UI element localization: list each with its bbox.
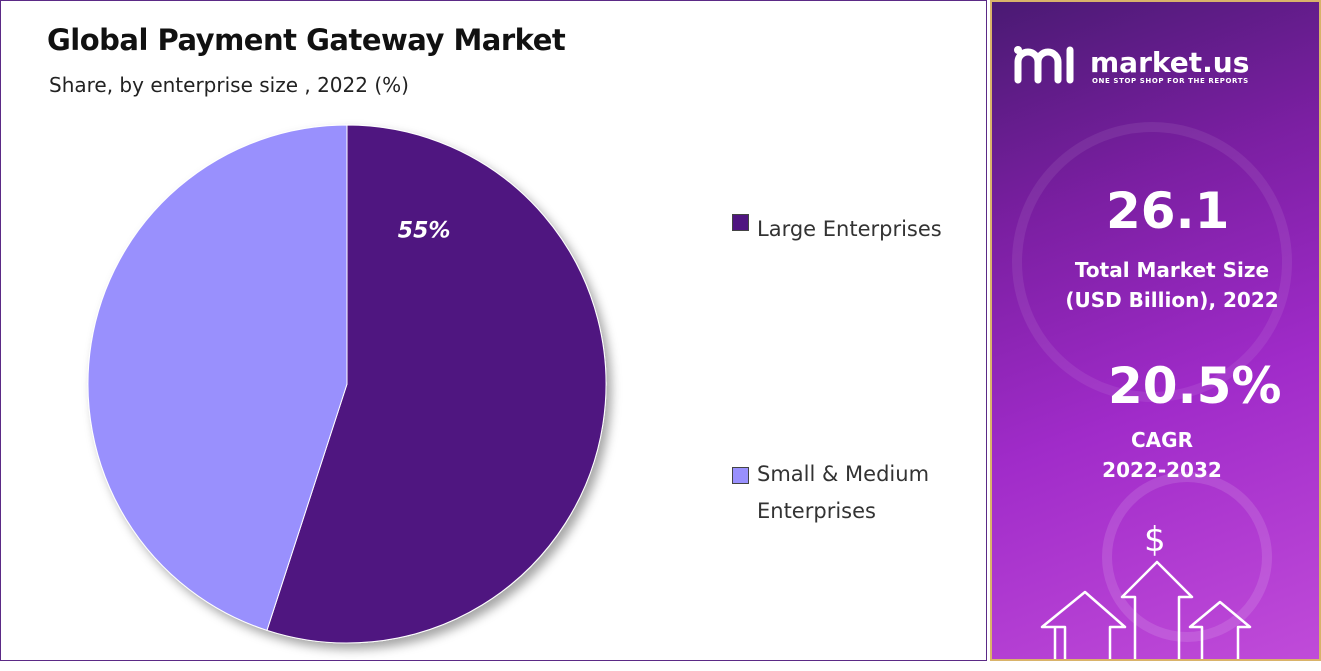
chart-frame: Global Payment Gateway Market Share, by … xyxy=(0,0,987,661)
decorative-circle xyxy=(1012,122,1292,402)
stats-panel: market.us ONE STOP SHOP FOR THE REPORTS … xyxy=(990,0,1321,661)
cagr-value: 20.5% xyxy=(1108,357,1282,415)
pie-data-label: 55% xyxy=(398,218,451,243)
pie-slice-large-enterprises xyxy=(266,124,607,644)
market-us-logo-icon xyxy=(1014,46,1074,84)
dollar-sign-icon: $ xyxy=(1144,520,1166,560)
brand-tagline: ONE STOP SHOP FOR THE REPORTS xyxy=(1092,77,1249,85)
legend-label-line2: Enterprises xyxy=(757,499,876,523)
market-size-label: Total Market Size (USD Billion), 2022 xyxy=(1022,255,1319,315)
legend-label-line1: Small & Medium xyxy=(757,462,930,486)
market-size-value: 26.1 xyxy=(1106,182,1230,240)
pie-slice-small-medium-enterprises xyxy=(87,124,348,631)
cagr-label: CAGR 2022-2032 xyxy=(1072,425,1252,485)
pie-chart: 55% xyxy=(87,124,607,644)
legend-swatch xyxy=(732,214,749,231)
decorative-circle xyxy=(1102,472,1272,642)
market-size-label-line2: (USD Billion), 2022 xyxy=(1065,288,1279,312)
brand-name: market.us xyxy=(1090,46,1250,79)
chart-subtitle: Share, by enterprise size , 2022 (%) xyxy=(49,73,409,97)
cagr-label-line1: CAGR xyxy=(1131,428,1193,452)
growth-arrows-icon xyxy=(1040,560,1252,659)
market-size-label-line1: Total Market Size xyxy=(1074,258,1270,282)
legend-item-large-enterprises: Large Enterprises xyxy=(732,211,942,248)
chart-title: Global Payment Gateway Market xyxy=(47,23,566,57)
legend-label: Large Enterprises xyxy=(757,217,942,241)
brand-logo: market.us ONE STOP SHOP FOR THE REPORTS xyxy=(1012,40,1249,90)
legend-swatch xyxy=(732,467,749,484)
cagr-label-line2: 2022-2032 xyxy=(1102,458,1222,482)
legend-item-small-medium-enterprises: Small & Medium Enterprises xyxy=(732,456,929,530)
